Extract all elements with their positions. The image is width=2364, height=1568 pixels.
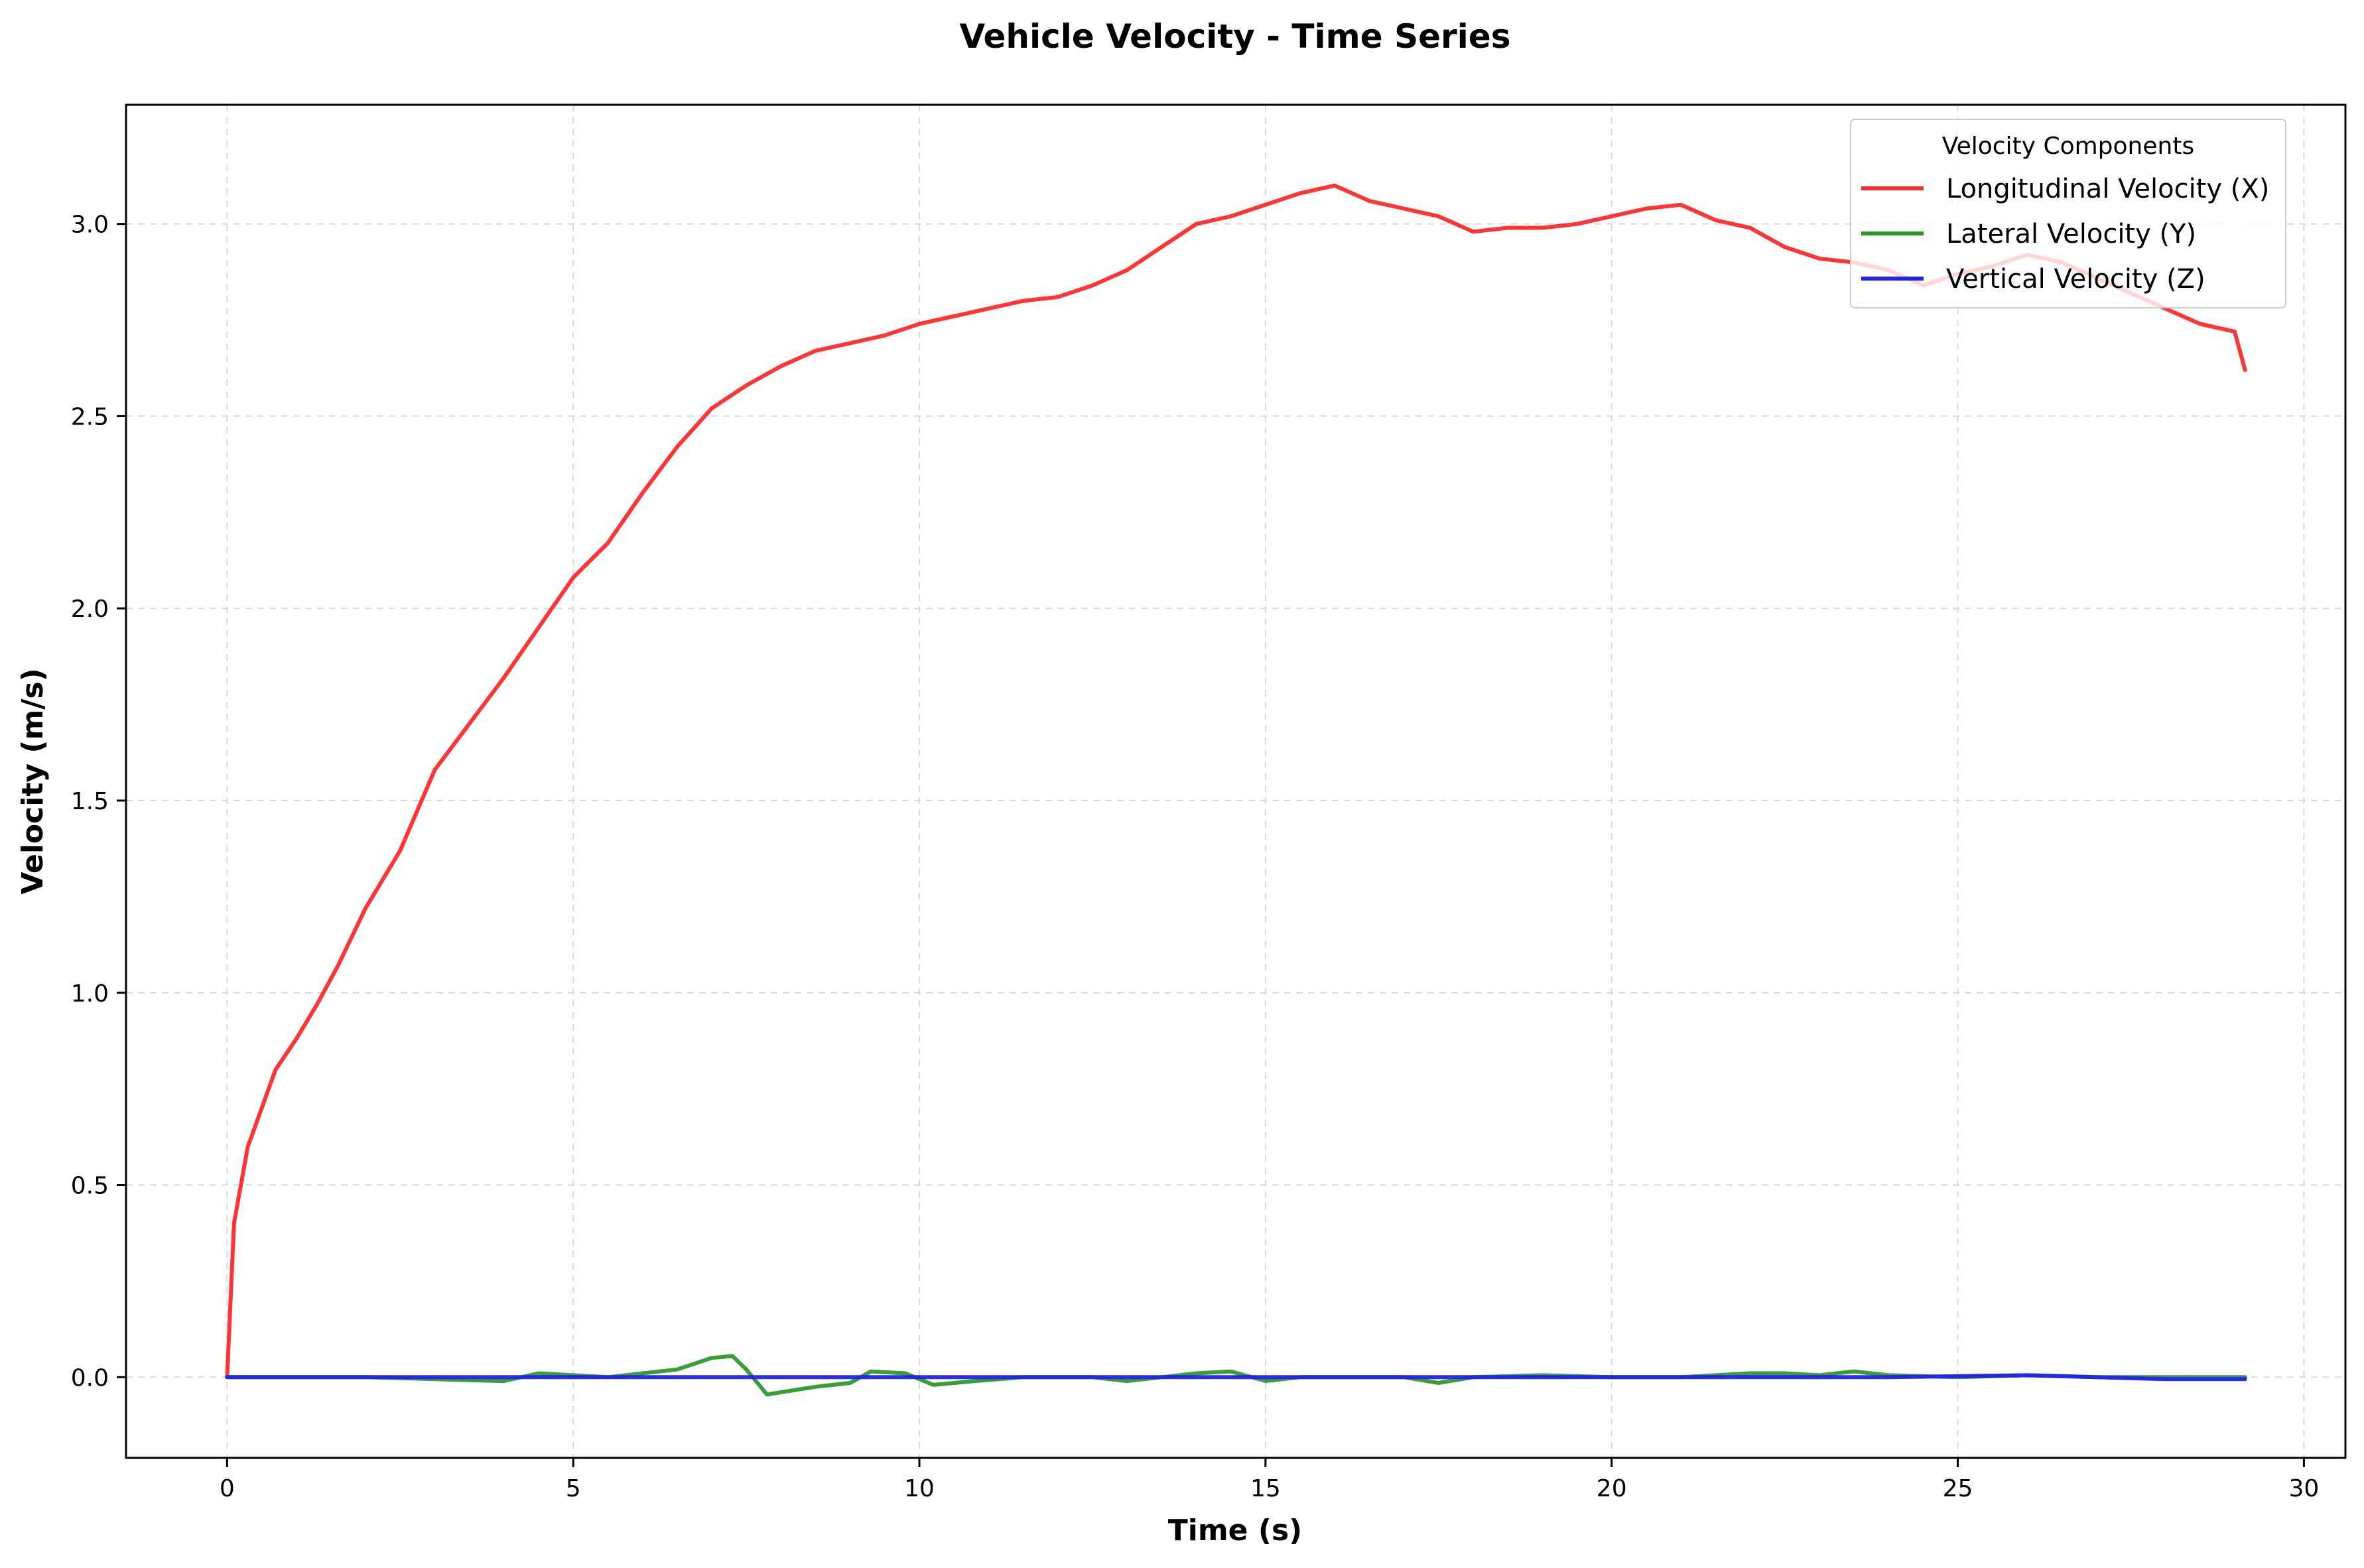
- y-tick-label: 1.5: [71, 788, 109, 815]
- axis-ticks: 0 5 10 15 20 25 30 0.0 0.5 1.0 1.5 2.0 2.5 3.0: [71, 212, 2320, 1502]
- legend-label-longitudinal: Longitudinal Velocity (X): [1946, 174, 2269, 204]
- x-tick-label: 10: [904, 1475, 935, 1502]
- legend-title: Velocity Components: [1942, 133, 2194, 160]
- x-axis-label: Time (s): [1168, 1514, 1303, 1547]
- legend-box: [1850, 119, 2286, 308]
- series-line-vertical: [225, 1373, 2247, 1382]
- x-tick-label: 20: [1597, 1475, 1627, 1502]
- legend-label-lateral: Lateral Velocity (Y): [1946, 219, 2196, 249]
- y-tick-label: 0.5: [71, 1173, 109, 1200]
- y-tick-label: 1.0: [71, 980, 109, 1008]
- x-tick-label: 0: [220, 1475, 235, 1502]
- x-tick-label: 30: [2288, 1475, 2319, 1502]
- y-tick-label: 2.5: [71, 403, 109, 430]
- y-tick-label: 2.0: [71, 596, 109, 623]
- x-tick-label: 25: [1943, 1475, 1973, 1502]
- legend-label-vertical: Vertical Velocity (Z): [1946, 264, 2205, 294]
- x-tick-label: 5: [566, 1475, 581, 1502]
- y-tick-label: 0.0: [71, 1364, 109, 1392]
- y-axis-label: Velocity (m/s): [16, 668, 50, 894]
- grid-lines: [126, 105, 2345, 1458]
- x-tick-label: 15: [1250, 1475, 1281, 1502]
- y-tick-label: 3.0: [71, 212, 109, 239]
- chart-title: Vehicle Velocity - Time Series: [960, 17, 1511, 56]
- plot-frame: [125, 103, 2347, 1459]
- legend: Velocity Components Longitudinal Velocit…: [1850, 119, 2286, 308]
